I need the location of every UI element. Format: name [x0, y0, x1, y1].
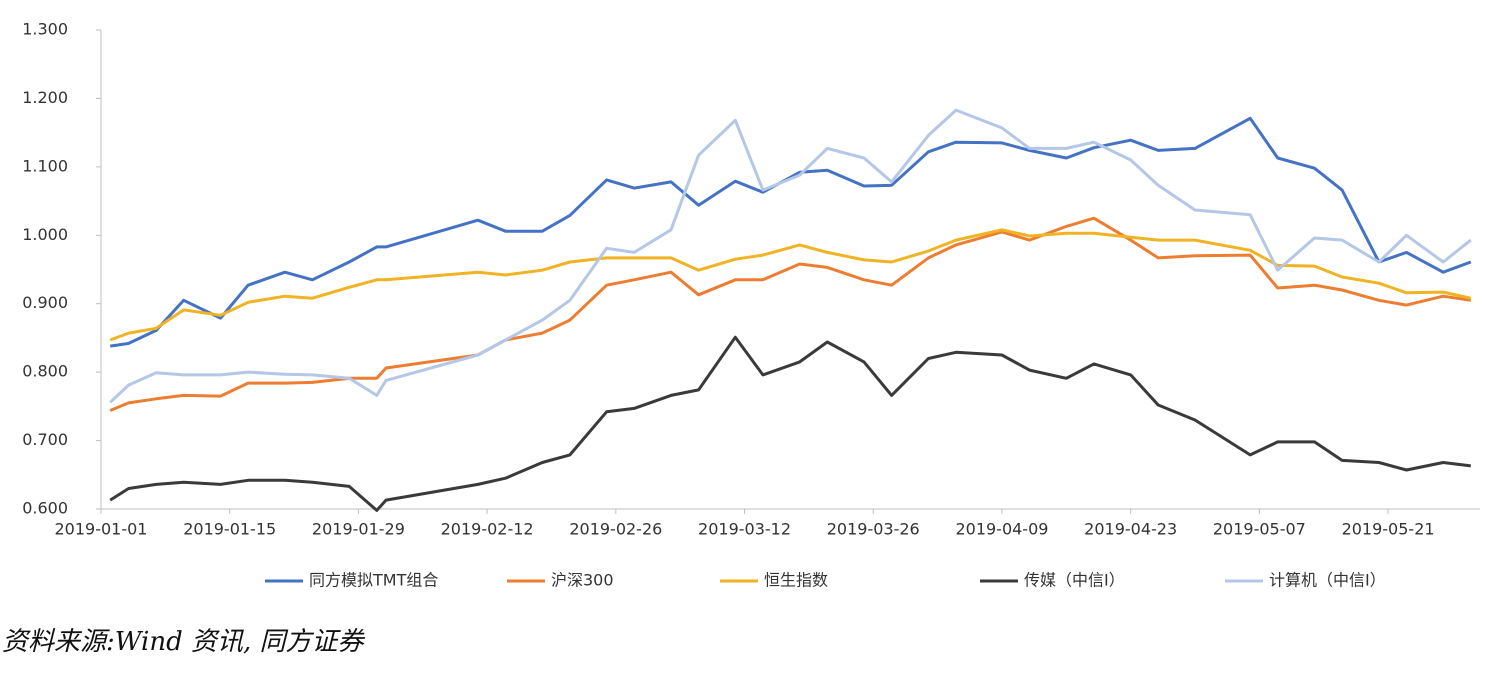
x-tick-label: 2019-03-26: [827, 520, 920, 539]
x-tick-label: 2019-05-21: [1342, 520, 1435, 539]
legend-label: 计算机（中信I）: [1269, 571, 1386, 590]
series-line: [109, 216, 1472, 412]
x-tick-label: 2019-02-26: [569, 520, 662, 539]
x-tick-label: 2019-05-07: [1213, 520, 1306, 539]
legend-label: 同方模拟TMT组合: [309, 571, 438, 590]
x-tick-label: 2019-01-01: [55, 520, 148, 539]
y-tick-label: 0.600: [22, 499, 68, 518]
y-tick-label: 1.300: [22, 20, 68, 39]
x-tick-label: 2019-01-15: [183, 520, 276, 539]
y-tick-label: 0.900: [22, 293, 68, 312]
series-line: [109, 335, 1471, 512]
y-tick-label: 1.100: [22, 156, 68, 175]
y-tick-label: 1.000: [22, 225, 68, 244]
legend-label: 传媒（中信I）: [1024, 571, 1125, 590]
x-tick-label: 2019-04-23: [1084, 520, 1177, 539]
x-tick-label: 2019-02-12: [441, 520, 534, 539]
series-line: [109, 116, 1472, 348]
y-tick-label: 0.800: [22, 362, 68, 381]
series-line: [109, 108, 1472, 404]
source-note: 资料来源:Wind 资讯, 同方证券: [2, 627, 366, 657]
x-tick-label: 2019-03-12: [698, 520, 791, 539]
x-tick-label: 2019-04-09: [955, 520, 1048, 539]
x-tick-label: 2019-01-29: [312, 520, 405, 539]
legend-label: 沪深300: [551, 571, 614, 590]
y-tick-label: 0.700: [22, 430, 68, 449]
series-line: [109, 228, 1472, 342]
legend-label: 恒生指数: [764, 571, 828, 590]
y-tick-label: 1.200: [22, 88, 68, 107]
